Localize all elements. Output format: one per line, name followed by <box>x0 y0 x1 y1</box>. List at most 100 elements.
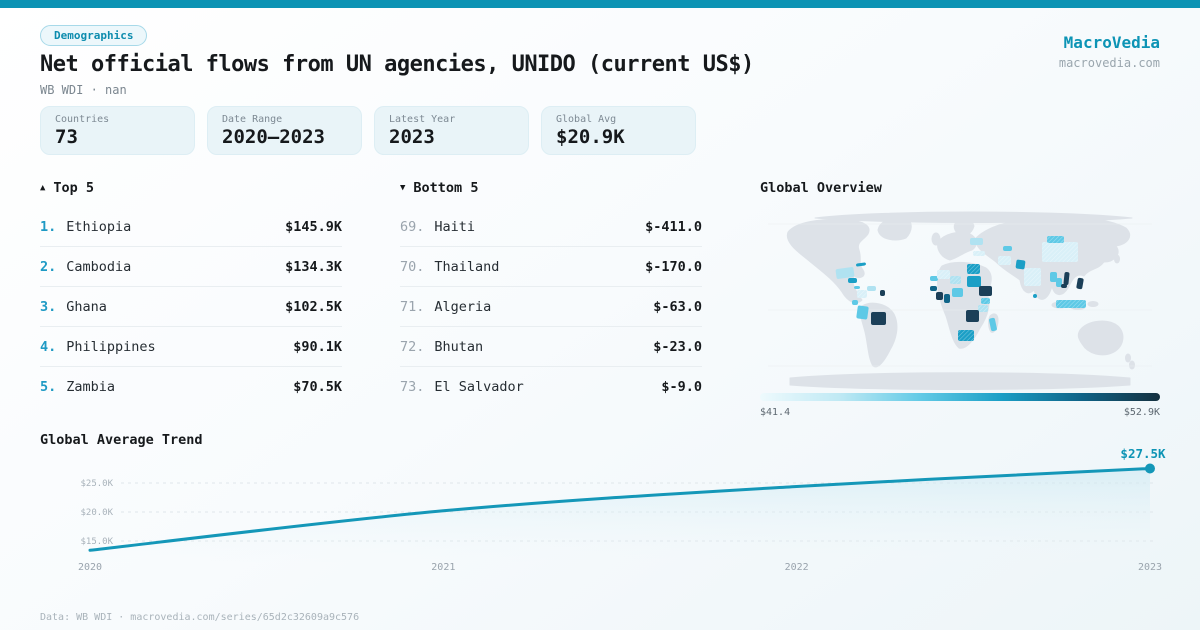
svg-text:$15.0K: $15.0K <box>80 537 113 547</box>
legend-min-label: $41.4 <box>760 407 791 418</box>
list-item: 69. Haiti $-411.0 <box>400 207 702 247</box>
rank: 69. <box>400 218 425 235</box>
list-item: 71. Algeria $-63.0 <box>400 287 702 327</box>
list-item: 2. Cambodia $134.3K <box>40 247 342 287</box>
map-region-indonesia <box>1056 300 1086 308</box>
list-item: 4. Philippines $90.1K <box>40 327 342 367</box>
top5-title: Top 5 <box>53 180 95 196</box>
svg-text:2023: 2023 <box>1138 562 1162 573</box>
stat-value: 73 <box>55 126 78 148</box>
map-region-venezuela <box>867 286 876 291</box>
triangle-up-icon: ▲ <box>40 183 46 193</box>
map-region-madagascar <box>989 317 997 332</box>
map-region-kenya <box>981 298 990 304</box>
map-region-uzbekistan <box>1003 246 1012 251</box>
stat-cards: Countries 73 Date Range 2020—2023 Latest… <box>40 106 696 155</box>
map-region-vietnam <box>1063 271 1070 286</box>
bottom5-list: 69. Haiti $-411.0 70. Thailand $-170.0 7… <box>400 207 702 407</box>
top5-panel: ▲ Top 5 1. Ethiopia $145.9K 2. Cambodia … <box>40 180 342 407</box>
rank: 5. <box>40 379 57 395</box>
map-region-iran <box>998 256 1011 265</box>
country-value: $-9.0 <box>661 379 702 395</box>
map-region-colombia <box>857 290 867 298</box>
map-region-south-africa <box>958 330 974 341</box>
stat-label: Countries <box>55 114 110 125</box>
trend-chart: $15.0K $20.0K $25.0K 2020 2021 2022 2023 $27.5K <box>78 446 1166 573</box>
category-badge: Demographics <box>40 25 148 46</box>
map-region-egypt <box>967 264 980 274</box>
country-value: $145.9K <box>285 218 342 235</box>
map-region-sudan <box>967 276 981 287</box>
top-accent-bar <box>0 0 1200 8</box>
list-item: 5. Zambia $70.5K <box>40 367 342 407</box>
map-legend-bar <box>760 393 1160 401</box>
rank: 4. <box>40 338 57 355</box>
map-region-peru <box>856 305 869 320</box>
rank: 1. <box>40 218 57 235</box>
trend-line <box>88 467 1152 552</box>
map-title: Global Overview <box>760 180 882 196</box>
map-region-cambodia <box>1061 284 1067 288</box>
svg-text:$20.0K: $20.0K <box>80 508 113 518</box>
page-title: Net official flows from UN agencies, UNI… <box>40 52 754 77</box>
stat-card-countries: Countries 73 <box>40 106 195 155</box>
choropleth-regions <box>835 236 1086 341</box>
footer-attribution: Data: WB WDI · macrovedia.com/series/65d… <box>40 612 360 623</box>
map-region-philippines <box>1076 277 1084 290</box>
country-name: Philippines <box>66 338 156 355</box>
country-value: $-170.0 <box>645 258 702 275</box>
map-region-ghana <box>944 294 950 303</box>
map-region-ecuador <box>852 300 858 305</box>
country-name: El Salvador <box>434 379 524 395</box>
map-legend-labels: $41.4 $52.9K <box>760 407 1160 418</box>
map-region-thailand <box>1056 278 1062 287</box>
country-name: Thailand <box>434 258 500 275</box>
list-item: 72. Bhutan $-23.0 <box>400 327 702 367</box>
map-region-ethiopia <box>979 286 992 296</box>
country-value: $70.5K <box>293 379 342 395</box>
bottom5-header: ▼ Bottom 5 <box>400 180 702 196</box>
list-item: 73. El Salvador $-9.0 <box>400 367 702 407</box>
graticule-lines <box>768 223 1152 367</box>
country-value: $-63.0 <box>653 298 702 315</box>
list-item: 3. Ghana $102.5K <box>40 287 342 327</box>
list-item: 70. Thailand $-170.0 <box>400 247 702 287</box>
map-region-niger <box>950 276 961 284</box>
top5-list: 1. Ethiopia $145.9K 2. Cambodia $134.3K … <box>40 207 342 407</box>
trend-title: Global Average Trend <box>40 432 203 448</box>
rank: 73. <box>400 379 425 395</box>
svg-text:2021: 2021 <box>431 562 455 573</box>
rank: 71. <box>400 298 425 315</box>
map-region-turkey <box>973 251 985 256</box>
map-region-bolivia <box>871 312 886 325</box>
list-item: 1. Ethiopia $145.9K <box>40 207 342 247</box>
legend-max-label: $52.9K <box>1123 407 1160 418</box>
rank: 2. <box>40 258 57 275</box>
country-value: $134.3K <box>285 258 342 275</box>
map-region-cuba <box>856 262 866 267</box>
rank: 70. <box>400 258 425 275</box>
map-region-mongolia <box>1047 236 1064 243</box>
continents <box>786 211 1135 390</box>
brand-url: macrovedia.com <box>1058 56 1160 70</box>
country-value: $102.5K <box>285 298 342 315</box>
country-value: $90.1K <box>293 338 342 355</box>
stat-value: $20.9K <box>556 126 625 148</box>
map-region-guinea <box>930 286 937 291</box>
stat-card-latest-year: Latest Year 2023 <box>374 106 529 155</box>
map-region-mali <box>937 270 950 279</box>
stat-card-date-range: Date Range 2020—2023 <box>207 106 362 155</box>
trend-endpoint-dot <box>1144 463 1155 474</box>
map-region-cote-divoire <box>936 292 943 300</box>
stat-value: 2023 <box>389 126 435 148</box>
country-value: $-411.0 <box>645 218 702 235</box>
map-region-mexico <box>835 267 855 279</box>
country-name: Ethiopia <box>66 218 132 235</box>
page-subtitle: WB WDI · nan <box>40 83 127 97</box>
map-region-india <box>1024 268 1041 286</box>
stat-label: Latest Year <box>389 114 456 125</box>
map-region-china <box>1042 242 1078 262</box>
map-region-myanmar <box>1050 272 1057 282</box>
map-region-zambia <box>966 310 979 322</box>
brand-logo: MacroVedia <box>1063 33 1160 52</box>
